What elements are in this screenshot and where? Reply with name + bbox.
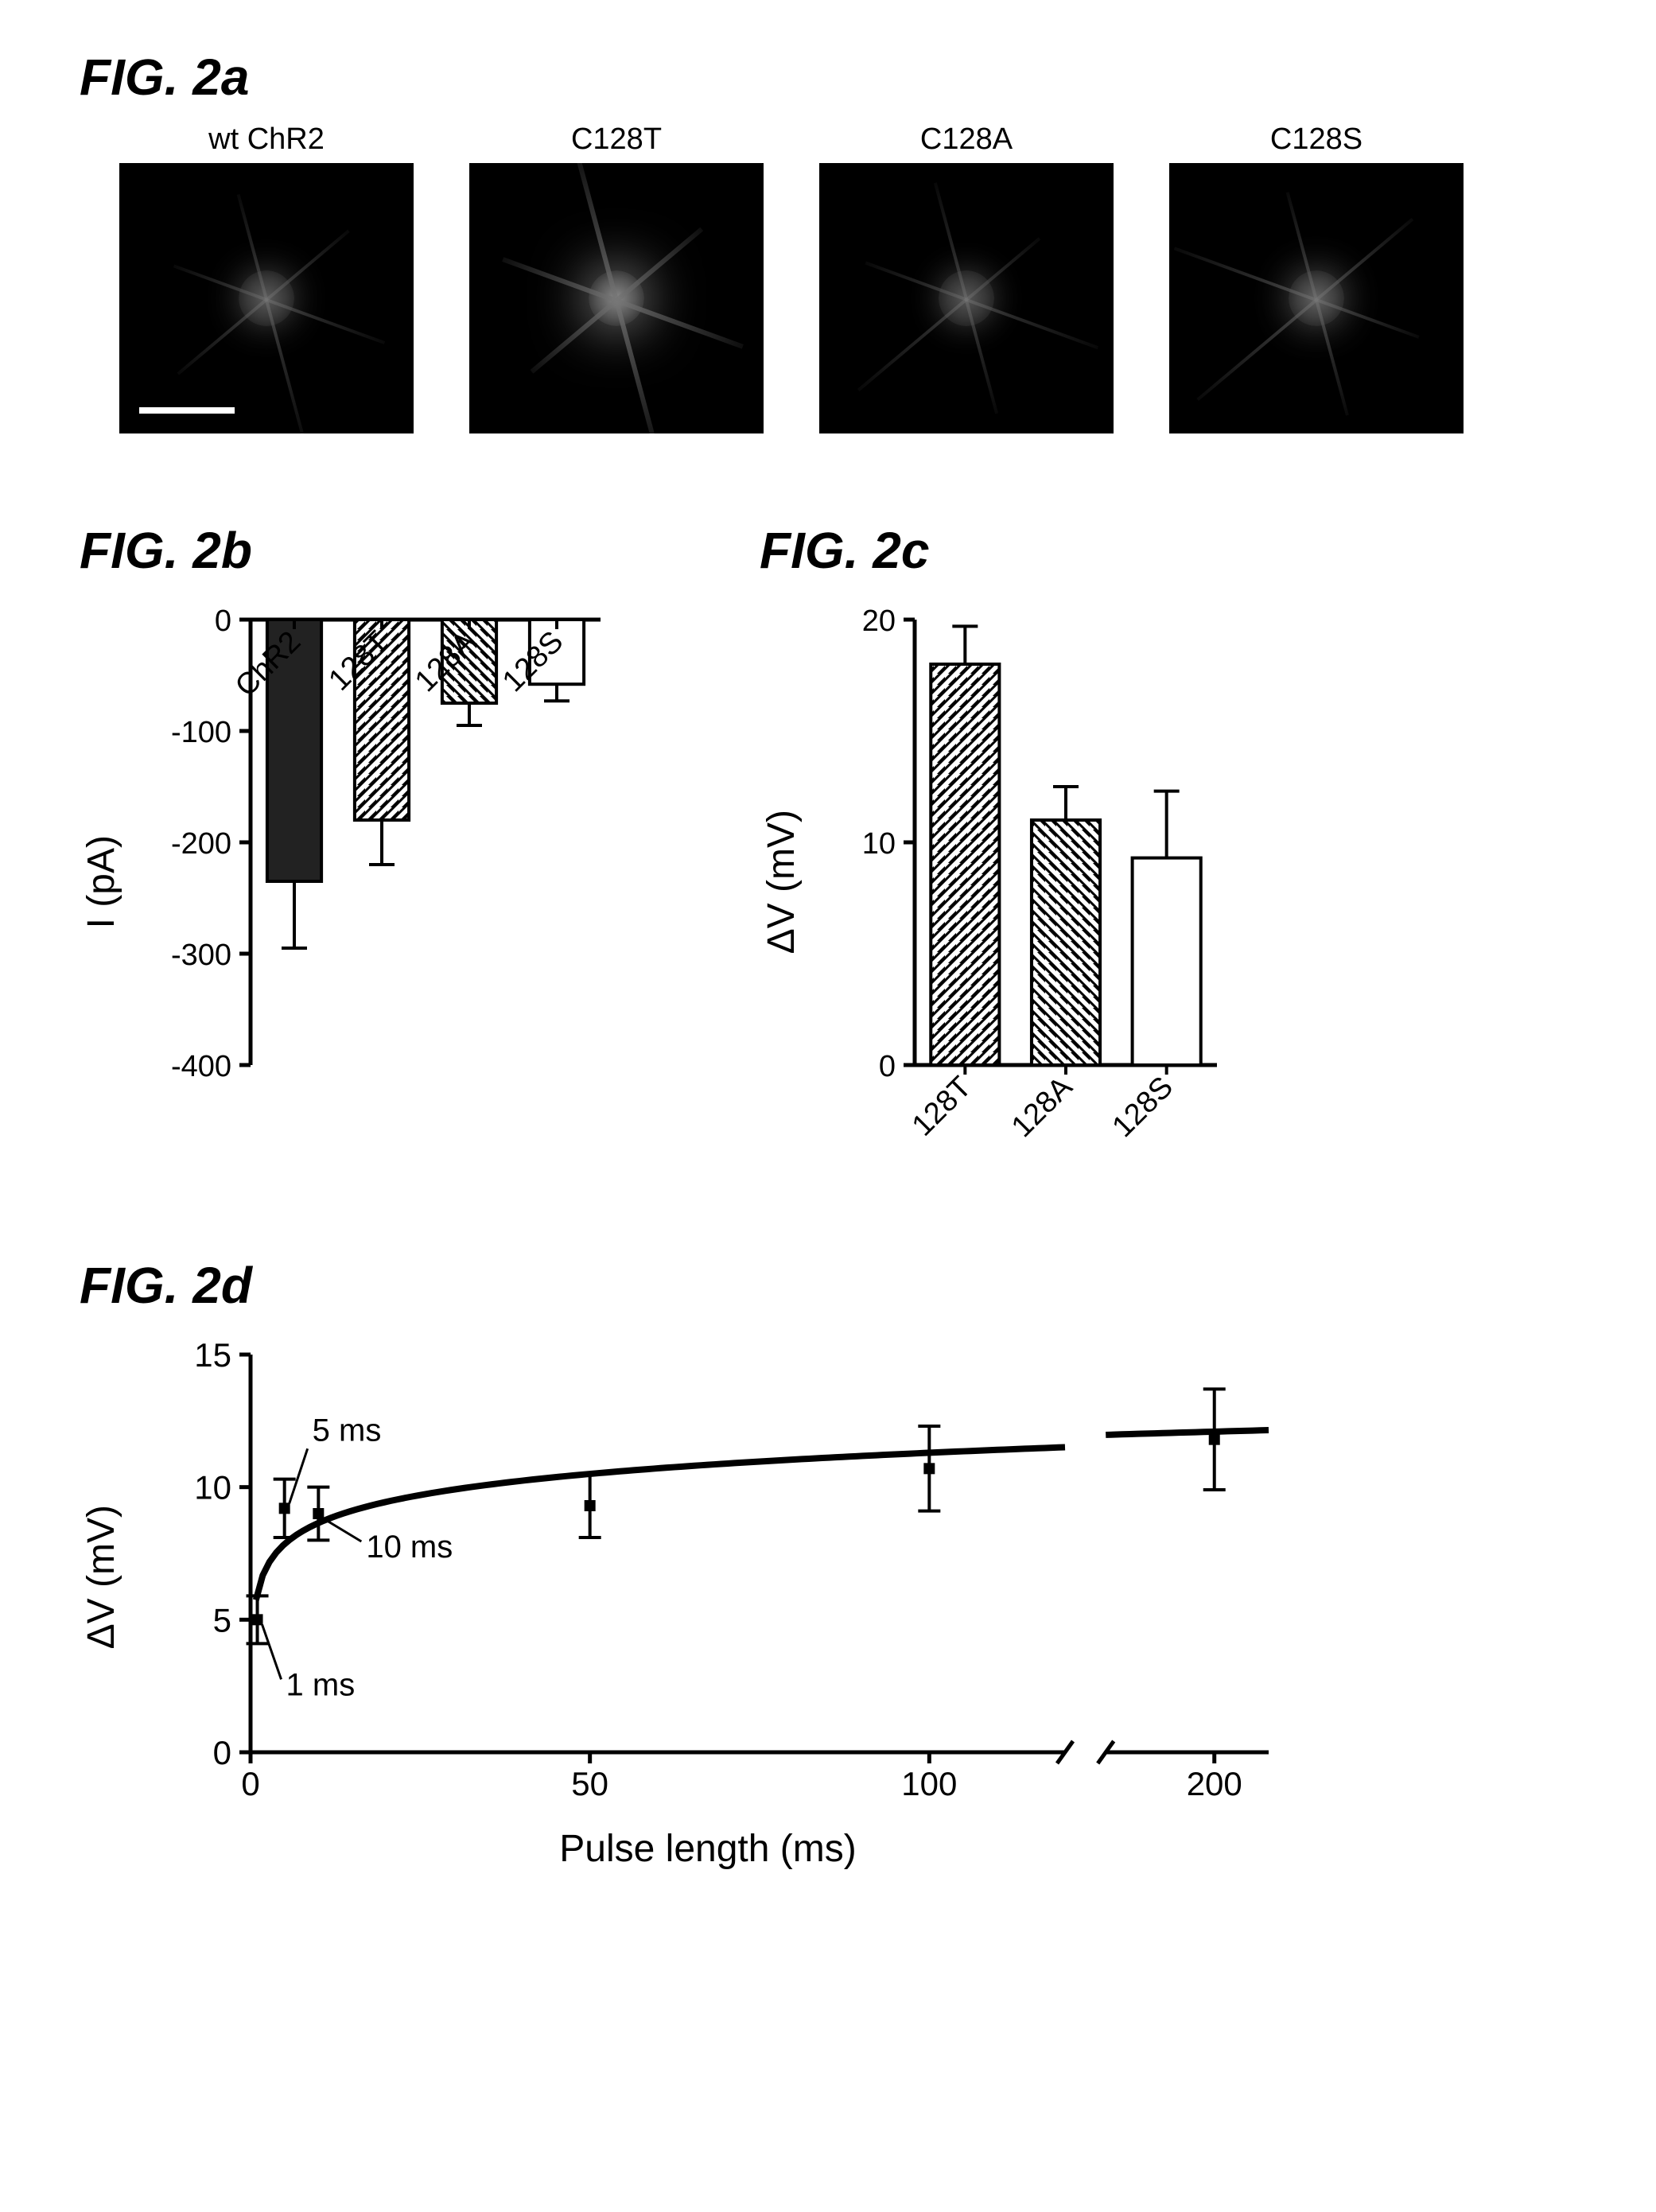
fig2c-label: FIG. 2c (760, 521, 1257, 580)
svg-text:200: 200 (1187, 1765, 1242, 1802)
svg-text:100: 100 (901, 1765, 957, 1802)
fig2b-label: FIG. 2b (80, 521, 640, 580)
micrograph-row: wt ChR2 C128T C128A C128S (80, 122, 1576, 433)
fig2d-ylabel: ΔV (mV) (80, 1505, 123, 1649)
svg-text:10: 10 (194, 1469, 231, 1506)
fig2b-chart: 0-100-200-300-400ChR2128T128A128S (131, 596, 640, 1168)
fig2d-xlabel: Pulse length (ms) (199, 1827, 1217, 1871)
svg-text:50: 50 (571, 1765, 608, 1802)
svg-text:-200: -200 (171, 827, 231, 861)
micrograph-image (1169, 163, 1464, 433)
fig2d-chart: 0 5 10 15 0 50 100 200 1 ms 5 ms 10 ms (131, 1331, 1324, 1824)
svg-text:0: 0 (215, 605, 231, 638)
micrograph-image (469, 163, 764, 433)
micrograph-caption: wt ChR2 (119, 122, 414, 157)
fig2c-chart: 0 10 20 128T 128A 128S (811, 596, 1257, 1168)
micrograph-image (119, 163, 414, 433)
svg-text:-400: -400 (171, 1050, 231, 1083)
svg-text:128S: 128S (1106, 1071, 1180, 1144)
micrograph-caption: C128A (819, 122, 1114, 157)
figure-2c: FIG. 2c ΔV (mV) 0 10 20 128T 128A 128S (760, 521, 1257, 1168)
micrograph-caption: C128S (1169, 122, 1464, 157)
scale-bar (139, 407, 235, 414)
svg-text:15: 15 (194, 1336, 231, 1374)
svg-text:0: 0 (879, 1050, 896, 1083)
fig2a-label: FIG. 2a (80, 48, 1576, 107)
micrograph-cell: C128S (1169, 122, 1464, 433)
svg-text:0: 0 (213, 1734, 231, 1771)
svg-text:128A: 128A (1005, 1070, 1079, 1144)
svg-text:-100: -100 (171, 716, 231, 749)
micrograph-cell: C128T (469, 122, 764, 433)
svg-text:5 ms: 5 ms (313, 1413, 382, 1448)
svg-text:-300: -300 (171, 939, 231, 972)
micrograph-cell: wt ChR2 (119, 122, 414, 433)
figure-2a: FIG. 2a wt ChR2 C128T C128A C128S (80, 48, 1576, 433)
fig2d-label: FIG. 2d (80, 1256, 1576, 1315)
fig2b-ylabel: I (pA) (80, 835, 123, 928)
svg-text:5: 5 (213, 1601, 231, 1639)
svg-text:0: 0 (241, 1765, 259, 1802)
svg-text:10: 10 (862, 827, 896, 861)
fig2c-ylabel: ΔV (mV) (760, 810, 803, 954)
figure-2b: FIG. 2b I (pA) 0-100-200-300-400ChR2128T… (80, 521, 640, 1168)
figure-2d: FIG. 2d ΔV (mV) 0 5 10 15 0 50 100 200 1 ms 5 ms 1… (80, 1256, 1576, 1871)
micrograph-cell: C128A (819, 122, 1114, 433)
micrograph-caption: C128T (469, 122, 764, 157)
row-2b-2c: FIG. 2b I (pA) 0-100-200-300-400ChR2128T… (80, 521, 1576, 1168)
micrograph-image (819, 163, 1114, 433)
svg-text:1 ms: 1 ms (286, 1667, 356, 1702)
svg-text:20: 20 (862, 605, 896, 638)
svg-text:10 ms: 10 ms (366, 1530, 453, 1565)
svg-text:128T: 128T (906, 1071, 978, 1143)
